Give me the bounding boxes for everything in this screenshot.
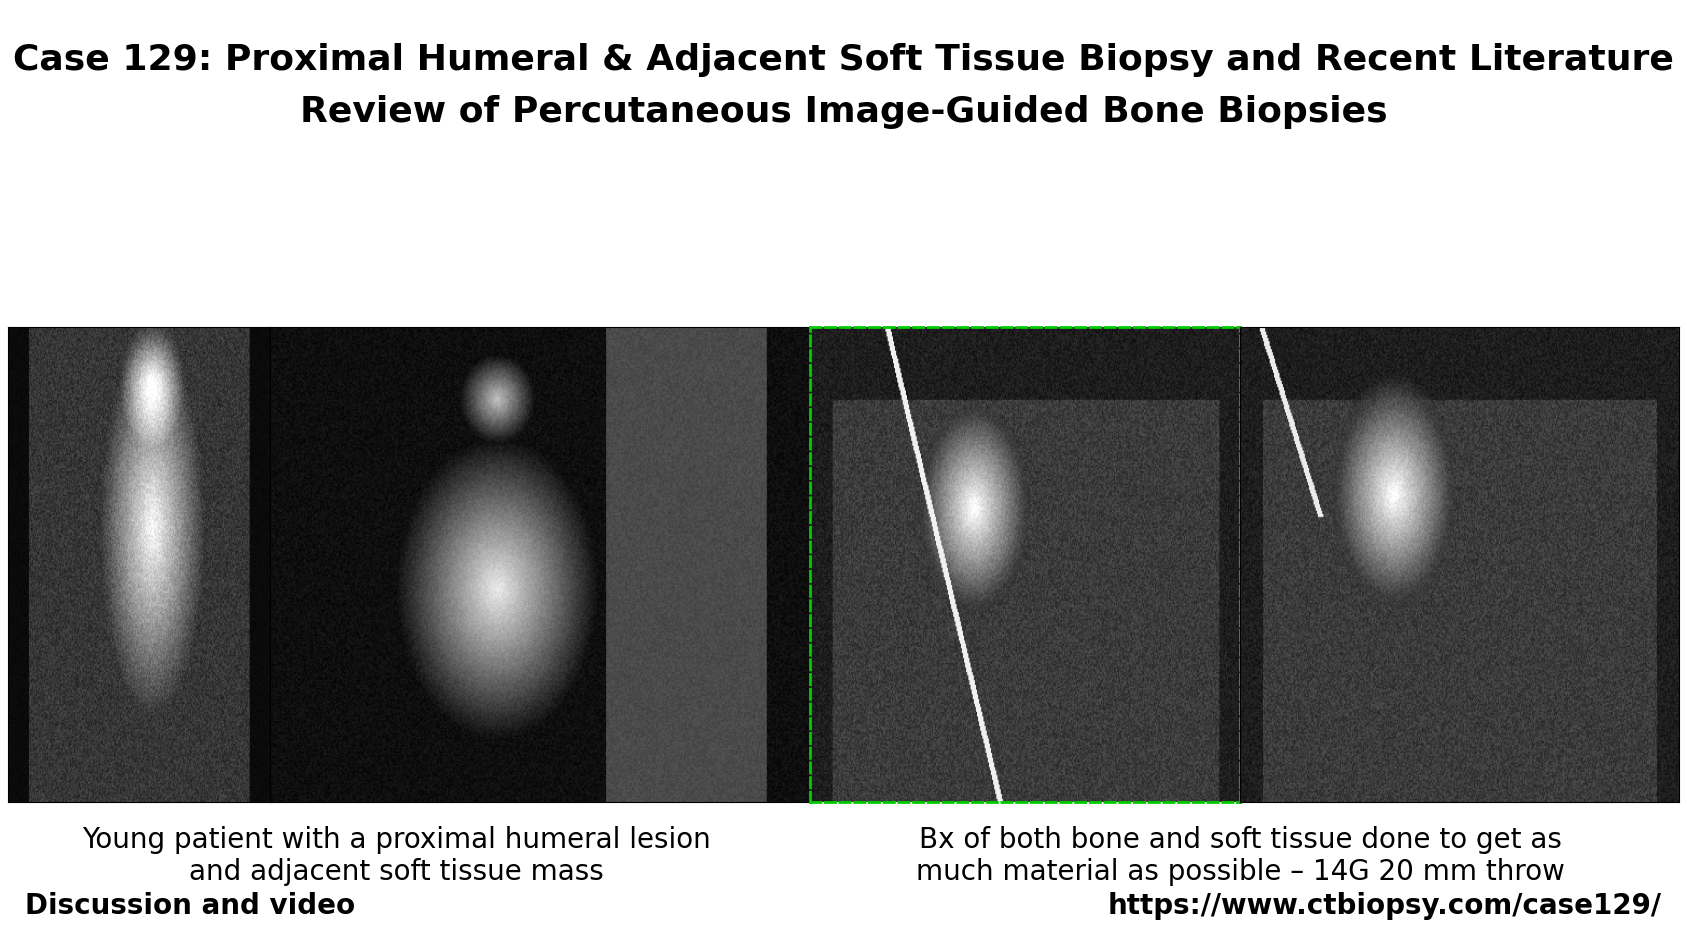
Text: Young patient with a proximal humeral lesion
and adjacent soft tissue mass: Young patient with a proximal humeral le… bbox=[83, 826, 710, 886]
Text: Discussion and video: Discussion and video bbox=[25, 892, 356, 921]
Text: https://www.ctbiopsy.com/case129/: https://www.ctbiopsy.com/case129/ bbox=[1108, 892, 1662, 921]
Text: What are the determinants of a diagnostic success in a bone biopsy?: What are the determinants of a diagnosti… bbox=[251, 759, 1436, 789]
Text: Review of Percutaneous Image-Guided Bone Biopsies: Review of Percutaneous Image-Guided Bone… bbox=[300, 95, 1387, 129]
Text: Case 129: Proximal Humeral & Adjacent Soft Tissue Biopsy and Recent Literature: Case 129: Proximal Humeral & Adjacent So… bbox=[13, 43, 1674, 77]
Text: Bx of both bone and soft tissue done to get as
much material as possible – 14G 2: Bx of both bone and soft tissue done to … bbox=[916, 826, 1564, 886]
